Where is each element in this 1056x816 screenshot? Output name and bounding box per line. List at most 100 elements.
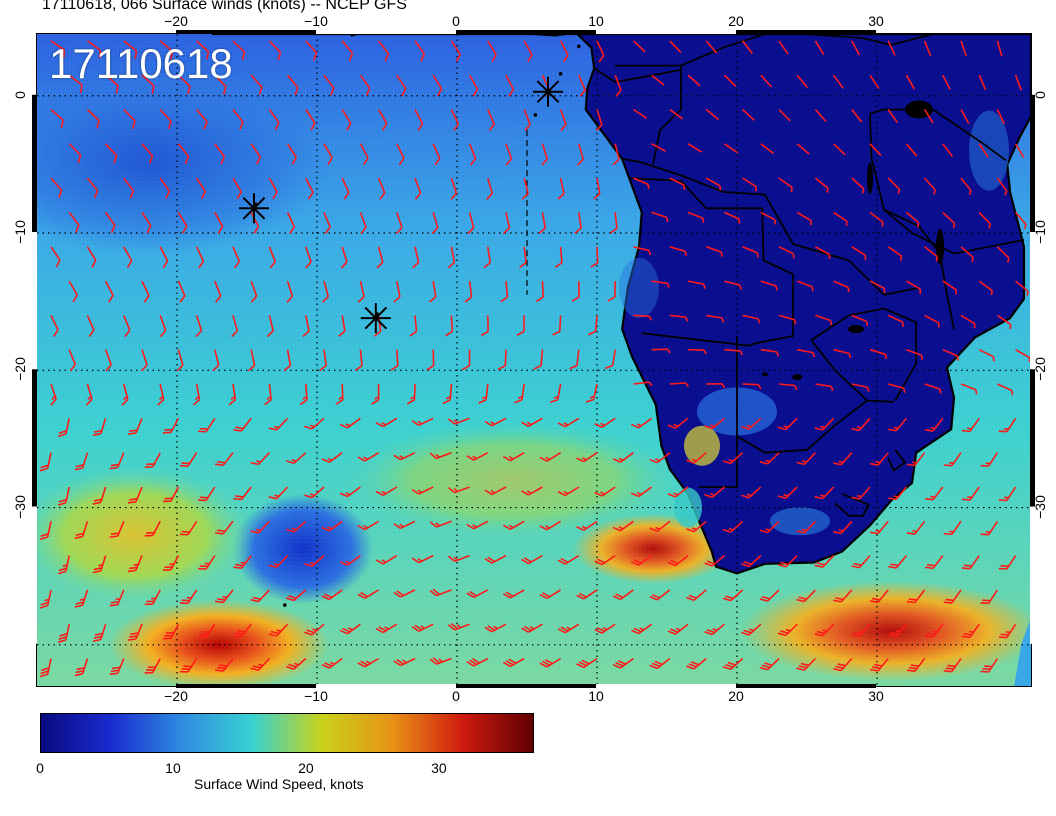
wind-barb-flag [557,490,566,497]
wind-barb-half-flag [255,460,261,463]
wind-barb-flag [704,425,713,430]
wind-barb [833,589,853,603]
wind-barb-half-flag [133,563,139,566]
wind-barb-shaft [559,246,563,263]
wind-barb-half-flag [793,319,797,325]
wind-barb [705,246,723,257]
wind-barb-flag [93,498,102,502]
wind-barb [266,315,274,338]
wind-barb-flag [340,261,348,269]
wind-barb-flag [833,599,842,603]
wind-barb [214,74,227,95]
wind-barb [742,108,755,121]
wind-barb-shaft [942,143,954,158]
wind-barb [354,349,363,371]
wind-barb [159,40,174,60]
wind-barb-flag [814,427,823,431]
wind-barb-shaft [377,246,384,263]
wind-barb-flag [41,667,50,672]
wind-barb-half-flag [685,382,689,388]
wind-barb [796,211,812,226]
wind-barb-flag [502,227,511,235]
wind-barb-flag [228,399,236,406]
wind-barb [888,486,908,501]
wind-barb [283,349,292,372]
wind-barb-flag [741,425,750,430]
wind-barb-shaft [851,246,866,256]
wind-barb-shaft [105,143,118,157]
wind-barb-half-flag [410,396,415,400]
wind-barb-shaft [815,246,830,256]
longitude-tick-top: 30 [868,13,884,29]
wind-barb [815,383,834,392]
wind-barb-shaft [159,315,167,331]
wind-barb [214,280,222,303]
latitude-tick-right: −20 [1032,357,1048,382]
wind-barb-flag [447,486,456,494]
wind-barb [778,177,793,193]
map-title: 17110618, 066 Surface winds (knots) -- N… [42,0,407,13]
wind-barb [68,143,82,164]
wind-barb [92,486,107,505]
wind-barb-shaft [504,349,507,366]
wind-barb [429,657,452,665]
storm-markers [239,76,563,334]
wind-barb-flag [393,660,402,667]
wind-barb-shaft [633,381,650,385]
wind-barb [86,177,99,199]
wind-barb-shaft [578,74,586,91]
wind-barb [630,623,653,635]
wind-barb-flag [149,155,154,164]
wind-barb-flag [291,156,297,165]
wind-barb-flag [77,154,82,164]
wind-barb-half-flag [920,355,924,360]
wind-barb-shaft [778,383,796,387]
wind-barb [371,384,380,405]
wind-barb-shaft [232,109,244,123]
wind-barb [521,486,543,496]
wind-barb-shaft [159,246,169,262]
wind-barb-half-flag [399,523,404,528]
country-border [869,113,955,330]
wind-barb [393,280,401,303]
wind-barb-flag [554,262,563,268]
wind-barb [759,452,780,465]
wind-barb-flag [576,663,585,669]
wind-barb-half-flag [757,384,762,390]
wind-barb-half-flag [952,223,956,229]
wind-barb-half-flag [790,187,793,193]
wind-barb [68,349,77,372]
wind-barb [414,40,425,62]
wind-barb-flag [198,567,207,570]
wind-barb-shaft [50,40,65,51]
wind-barb-half-flag [967,496,972,499]
wind-barb [198,486,216,502]
wind-barb-shaft [705,40,718,54]
wind-barb-flag [129,566,138,570]
wind-barb-flag [502,524,511,530]
wind-barb-shaft [905,211,920,224]
wind-barb-flag [321,526,330,532]
wind-barb-flag [853,631,862,635]
longitude-tick-top: 20 [728,13,744,29]
wind-barb [359,143,369,166]
wind-barb-shaft [797,348,814,354]
wind-barb-flag [759,598,768,602]
wind-barb-half-flag [792,253,795,259]
wind-barb [285,452,307,465]
wind-barb [484,417,507,427]
wind-barb [687,280,706,289]
wind-barb-flag [462,365,470,371]
wind-barb [50,246,61,268]
wind-barb-flag [144,534,153,537]
wind-barb [576,657,598,669]
wind-barb-flag [466,455,475,461]
wind-barb [869,520,889,535]
wind-barb [649,520,671,532]
wind-barb [339,623,361,635]
wind-barb [177,211,188,234]
wind-barb-flag [179,464,188,467]
wind-barb-flag [144,603,153,606]
wind-barb-flag [630,560,639,566]
wind-barb-half-flag [919,289,922,294]
